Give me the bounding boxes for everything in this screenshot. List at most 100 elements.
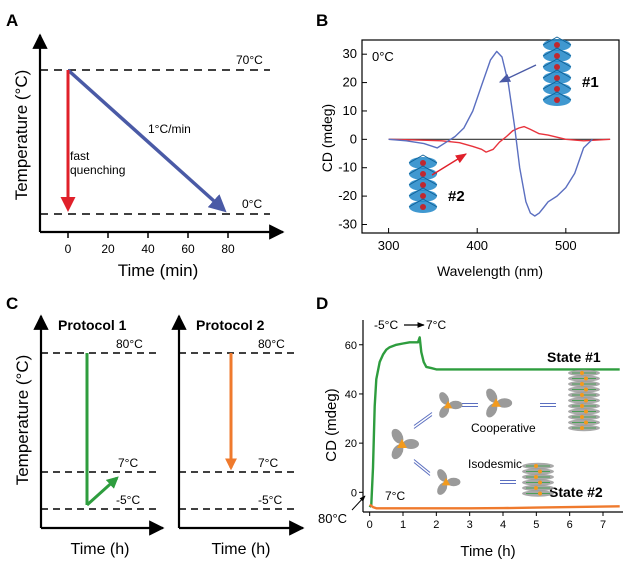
panel-letter-c: C: [6, 294, 18, 313]
cooperative-stack-core: [580, 415, 584, 419]
b-temp-label: 0°C: [372, 49, 394, 64]
isodesmic-stack-core: [538, 491, 542, 496]
b-label-2: #2: [448, 188, 465, 205]
helix-core: [554, 97, 560, 103]
helix-core: [554, 75, 560, 81]
panel-c: C Temperature (°C) Protocol 1 80°C 7°C -…: [6, 294, 305, 558]
c-protocol-2-title: Protocol 2: [196, 317, 265, 333]
cooperative-stack-core: [580, 382, 584, 386]
helix-spoke: [542, 58, 572, 68]
equilibrium-arrow: [413, 459, 431, 473]
d-state-2: State #2: [549, 484, 603, 500]
d-state-2-line: [368, 503, 620, 510]
a-x-tick-label: 80: [221, 242, 235, 256]
d-y-label: CD (mdeg): [323, 388, 340, 461]
d-jump-to: 7°C: [426, 318, 446, 332]
d-y-tick-label: 20: [345, 438, 357, 450]
equilibrium-arrow: [413, 462, 431, 476]
b-arrow-2: [431, 153, 467, 176]
cooperative-stack-core: [584, 387, 588, 392]
c2-x-label: Time (h): [212, 541, 271, 558]
a-x-label: Time (min): [118, 261, 199, 280]
panel-letter-a: A: [6, 11, 18, 30]
panel-b: B 300 400 500 30 20 10 0 -10 -20 -30 0°C CD (mdeg…: [316, 11, 620, 279]
equilibrium-arrow: [413, 412, 433, 426]
helix-spoke: [542, 36, 572, 46]
b-series-2-line: [388, 125, 611, 153]
d-isodesmic-label: Isodesmic: [468, 457, 522, 471]
c1-label-7: 7°C: [118, 456, 138, 470]
nucleus-petal: [486, 388, 498, 403]
d-state-1: State #1: [547, 349, 601, 365]
a-fast-label: fast: [70, 149, 90, 163]
panel-letter-d: D: [316, 294, 328, 313]
b-x-label: Wavelength (nm): [437, 263, 543, 279]
b-plot-frame: [361, 39, 620, 234]
helix-core: [420, 171, 426, 177]
helix-spoke: [408, 176, 438, 186]
helix-core: [554, 64, 560, 70]
monomer-petal: [391, 444, 404, 460]
isodesmic-stack-core: [534, 486, 538, 490]
iso-monomer-petal: [437, 482, 448, 495]
cooperative-stack-core: [584, 409, 588, 414]
d-quench-temp: 7°C: [385, 489, 405, 503]
isodesmic-stack-core: [534, 464, 538, 468]
helix-spoke: [408, 198, 438, 208]
a-x-tick-label: 20: [101, 242, 115, 256]
c1-green-rise: [85, 476, 119, 507]
c2-label-7: 7°C: [258, 456, 278, 470]
assembly-scheme: [391, 369, 600, 497]
cooperative-stack-core: [584, 420, 588, 425]
a-x-tick-label: 0: [65, 242, 72, 256]
d-x-tick-label: 7: [600, 519, 606, 531]
b-label-1: #1: [582, 74, 599, 91]
isodesmic-stack-core: [538, 480, 542, 485]
d-x-tick-label: 4: [500, 519, 506, 531]
nucleus-petal: [486, 403, 498, 418]
c1-x-label: Time (h): [71, 541, 130, 558]
a-label-0: 0°C: [242, 197, 262, 211]
b-y-tick-label: 20: [343, 75, 357, 90]
b-ticks: 300 400 500 30 20 10 0 -10 -20 -30: [338, 46, 576, 253]
b-y-tick-label: 0: [350, 131, 357, 146]
b-y-tick-label: 10: [343, 103, 357, 118]
b-y-label: CD (mdeg): [319, 104, 335, 172]
d-start-temp: 80°C: [318, 511, 347, 526]
helix-core: [554, 42, 560, 48]
dimer-a-petal: [439, 405, 450, 418]
helix-spoke: [408, 187, 438, 197]
d-x-tick-label: 5: [533, 519, 539, 531]
b-x-tick-label: 500: [555, 238, 577, 253]
d-cooperative-label: Cooperative: [471, 421, 536, 435]
cooperative-stack-core: [584, 376, 588, 381]
d-x-tick-label: 1: [400, 519, 406, 531]
b-y-tick-label: -20: [338, 188, 357, 203]
b-series-1-line: [388, 50, 593, 217]
helix-spoke: [408, 154, 438, 164]
cooperative-stack-core: [580, 371, 584, 375]
helix-spoke: [542, 69, 572, 79]
helix-spoke: [542, 91, 572, 101]
d-state-1-line: [368, 336, 620, 508]
b-x-tick-label: 300: [378, 238, 400, 253]
helix-spoke: [542, 80, 572, 90]
cooperative-stack-core: [580, 404, 584, 408]
c2-label-80: 80°C: [258, 337, 285, 351]
monomer-core: [397, 439, 407, 448]
c-y-label: Temperature (°C): [13, 355, 32, 486]
panel-letter-b: B: [316, 11, 328, 30]
equilibrium-arrow: [413, 415, 433, 429]
helix-spoke: [542, 47, 572, 57]
b-x-tick-label: 400: [466, 238, 488, 253]
d-x-tick-label: 0: [367, 519, 373, 531]
d-x-tick-label: 2: [433, 519, 439, 531]
b-series: [388, 50, 611, 217]
c-protocol-1-title: Protocol 1: [58, 317, 127, 333]
a-x-tick-label: 40: [141, 242, 155, 256]
b-y-tick-label: 30: [343, 46, 357, 61]
d-ticks: 0 1 2 3 4 5 6 7 0 20 40 60: [345, 340, 606, 531]
d-start-arrow: [351, 495, 366, 511]
monomer-petal: [391, 428, 404, 444]
